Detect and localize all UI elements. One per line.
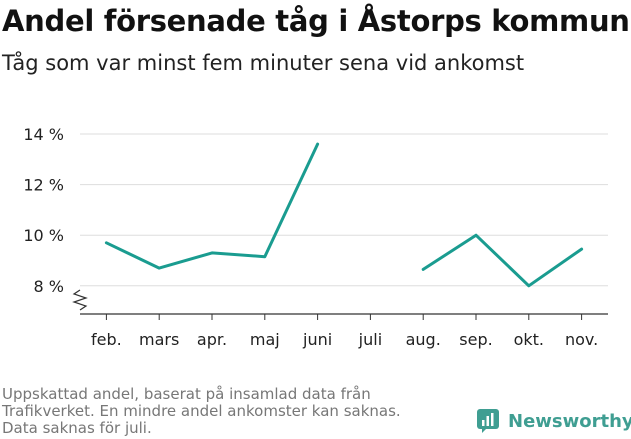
line-chart: 8 % 10 % 12 % 14 % feb. mars apr. maj juni juli au… bbox=[23, 125, 608, 349]
axis-break-mark bbox=[72, 289, 88, 311]
x-tick-label: aug. bbox=[406, 330, 441, 349]
x-tick-label: sep. bbox=[459, 330, 492, 349]
y-tick-label: 8 % bbox=[34, 277, 64, 296]
footnote: Uppskattad andel, baserat på insamlad da… bbox=[2, 386, 432, 437]
footnote-line-2: Trafikverket. En mindre andel ankomster … bbox=[2, 402, 401, 420]
x-tick-label: feb. bbox=[91, 330, 122, 349]
x-tick-label: maj bbox=[250, 330, 280, 349]
series-line bbox=[104, 142, 320, 270]
newsworthy-logo: Newsworthy bbox=[476, 408, 631, 434]
footnote-line-1: Uppskattad andel, baserat på insamlad da… bbox=[2, 385, 371, 403]
x-tick-label: nov. bbox=[565, 330, 598, 349]
x-tick-label: juli bbox=[358, 330, 382, 349]
y-tick-label: 14 % bbox=[23, 125, 64, 144]
newsworthy-logo-icon bbox=[477, 409, 499, 433]
series-line bbox=[421, 233, 584, 288]
x-tick-label: apr. bbox=[197, 330, 227, 349]
x-tick-label: mars bbox=[139, 330, 179, 349]
brand-name: Newsworthy bbox=[508, 410, 631, 432]
x-tick-label: juni bbox=[302, 330, 332, 349]
x-tick-label: okt. bbox=[514, 330, 544, 349]
y-tick-label: 12 % bbox=[23, 176, 64, 195]
chart-subtitle: Tåg som var minst fem minuter sena vid a… bbox=[2, 51, 525, 75]
chart-title: Andel försenade tåg i Åstorps kommun bbox=[2, 4, 630, 38]
y-tick-label: 10 % bbox=[23, 226, 64, 245]
footnote-line-3: Data saknas för juli. bbox=[2, 419, 152, 437]
